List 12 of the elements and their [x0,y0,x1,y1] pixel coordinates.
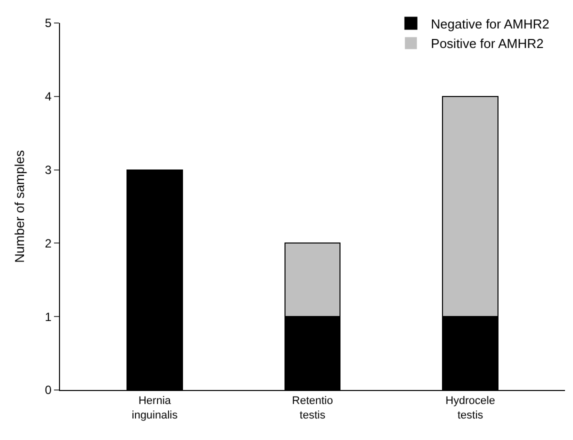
legend-label: Positive for AMHR2 [430,36,544,52]
y-tick-label: 5 [44,16,52,30]
y-tick-label: 0 [44,383,52,398]
y-tick-label: 1 [44,310,52,324]
legend-label: Negative for AMHR2 [430,16,550,32]
y-tick-label: 3 [44,163,52,177]
x-tick-label: Retentio testis [292,395,333,422]
x-tick-label: Hydrocele testis [446,395,496,422]
y-tick-label: 2 [44,236,52,250]
y-axis-title: Number of samples [12,150,27,263]
y-tick-label: 4 [44,90,52,104]
x-tick-label: Hernia inguinalis [132,395,178,422]
